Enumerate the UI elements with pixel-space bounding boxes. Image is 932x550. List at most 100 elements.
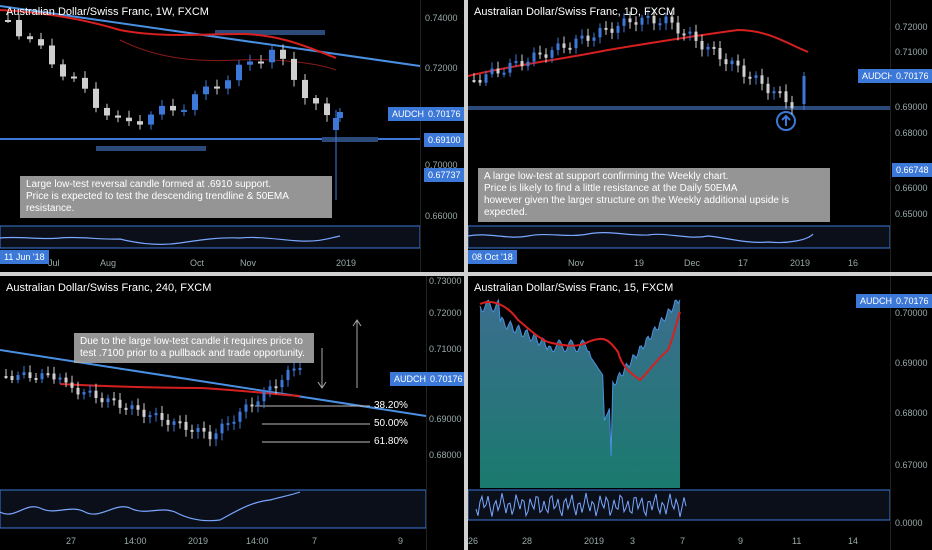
candle (5, 20, 11, 22)
candle (208, 431, 212, 440)
panel-divider-horizontal[interactable] (0, 272, 932, 276)
candle (778, 91, 782, 94)
oscillator-box (0, 225, 421, 249)
candle (136, 405, 140, 410)
candle (202, 427, 206, 432)
x-tick: 28 (522, 536, 533, 546)
x-tick: 14:00 (124, 536, 147, 546)
low-price-badge: 0.66748 (892, 163, 932, 177)
candle (712, 46, 716, 49)
candle (160, 413, 164, 420)
oscillator-box (468, 489, 891, 521)
last-price-badge: 0.70176 (426, 372, 464, 386)
last-price-badge: 0.70176 (892, 294, 932, 308)
price-axis[interactable]: 0.73000 0.72000 0.71000 0.69000 0.68000 (426, 276, 464, 550)
candle (172, 421, 176, 425)
candle (34, 377, 38, 380)
candle (236, 64, 242, 81)
candle (574, 38, 578, 49)
candle (64, 377, 68, 383)
ema-secondary-line (119, 39, 337, 71)
y-tick: 0.66000 (425, 211, 458, 221)
candle (718, 48, 722, 60)
candle (274, 386, 278, 389)
chart-panel-4h[interactable]: Australian Dollar/Swiss Franc, 240, FXCM… (0, 276, 464, 550)
candle (324, 103, 330, 116)
candle (676, 22, 680, 34)
candle (736, 60, 740, 66)
chart-panel-weekly[interactable]: Australian Dollar/Swiss Franc, 1W, FXCM … (0, 0, 464, 272)
candle (214, 86, 220, 89)
candle (640, 17, 644, 25)
candle (802, 76, 806, 104)
candle (664, 16, 668, 24)
x-tick: Oct (190, 258, 205, 268)
candle (622, 18, 626, 26)
arrow-down-icon (317, 348, 327, 389)
candle (184, 421, 188, 430)
x-tick: 2019 (584, 536, 605, 546)
x-tick: 7 (312, 536, 318, 546)
y-tick: 0.69000 (895, 102, 928, 112)
candle (142, 409, 146, 417)
candle (115, 115, 121, 118)
price-axis[interactable]: 0.74000 0.72000 0.70000 0.66000 (420, 0, 464, 272)
oscillator-line (468, 232, 814, 244)
candle (70, 382, 74, 388)
candle (670, 16, 674, 23)
x-tick: 9 (398, 536, 404, 546)
candle (682, 33, 686, 36)
weekly-candles (5, 13, 343, 200)
y-tick: 0.71000 (429, 344, 462, 354)
y-tick: 0.73000 (429, 276, 462, 286)
candle (610, 28, 614, 33)
candle (646, 15, 650, 18)
oscillator-box (0, 489, 427, 529)
candle (754, 75, 758, 78)
oscillator-line (475, 492, 687, 518)
x-tick: 7 (680, 536, 686, 546)
candle (112, 398, 116, 401)
support-price-badge: 0.69100 (424, 133, 464, 147)
h4-candles (4, 361, 302, 447)
y-tick: 0.69000 (429, 414, 462, 424)
candle (170, 105, 176, 111)
candle (628, 18, 632, 23)
candle (124, 407, 128, 410)
candle (688, 31, 692, 34)
x-tick: Nov (568, 258, 585, 268)
price-axis[interactable]: 0.72000 0.71000 0.69000 0.68000 0.66000 … (890, 0, 932, 272)
candle (760, 75, 764, 84)
candle (196, 427, 200, 432)
y-tick: 0.70000 (425, 160, 458, 170)
symbol-badge: AUDCHF (390, 372, 436, 386)
candle (502, 72, 506, 75)
descending-trendline (0, 5, 421, 67)
candle (508, 62, 512, 73)
price-axis[interactable]: 0.70000 0.69000 0.68000 0.67000 0.0000 (890, 276, 932, 550)
y-tick: 0.72000 (429, 308, 462, 318)
candle (592, 37, 596, 41)
candle (586, 35, 590, 41)
candle (568, 47, 572, 50)
analysis-note: Large low-test reversal candle formed at… (20, 176, 332, 218)
ema-line (479, 301, 681, 382)
candle (472, 80, 476, 82)
chart-panel-15m[interactable]: Australian Dollar/Swiss Franc, 15, FXCM … (468, 276, 932, 550)
candle (225, 80, 231, 89)
candle (268, 386, 272, 391)
candle (166, 419, 170, 425)
candle (634, 22, 638, 25)
candle (748, 76, 752, 79)
candle (181, 109, 187, 112)
candle (93, 88, 99, 108)
daily-chart-svg (468, 8, 891, 249)
low-price-badge: 0.67737 (424, 168, 464, 182)
candle (562, 43, 566, 48)
candle (280, 380, 284, 388)
candle (220, 423, 224, 434)
candle (58, 377, 62, 380)
chart-panel-daily[interactable]: Australian Dollar/Swiss Franc, 1D, FXCM … (468, 0, 932, 272)
candle (258, 61, 264, 64)
descending-trendline (0, 349, 427, 417)
